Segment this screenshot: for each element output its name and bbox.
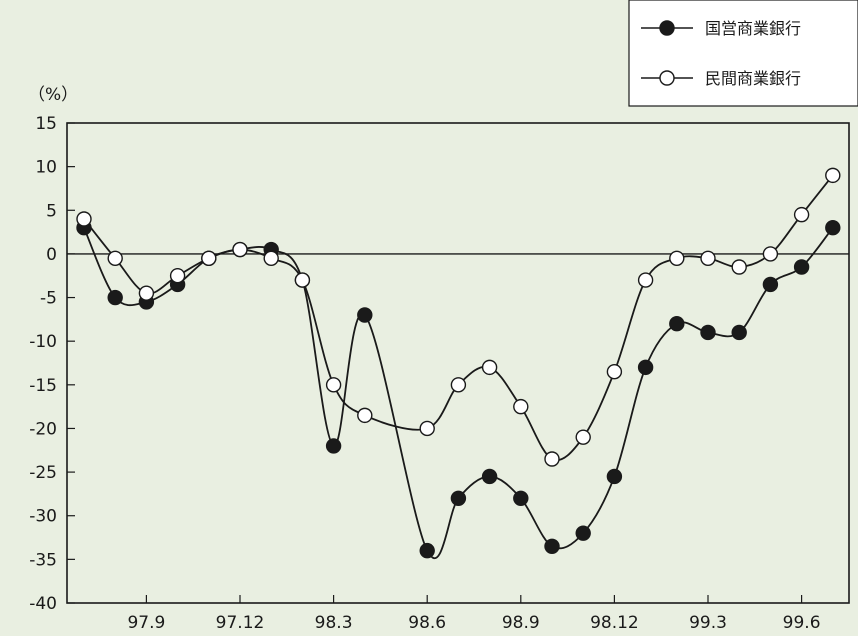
series-1-point: [544, 451, 560, 467]
y-tick-label: -20: [29, 419, 57, 439]
series-1-point: [107, 250, 123, 266]
series-1-point: [762, 246, 779, 262]
series-1-point: [169, 268, 186, 284]
y-tick-label: -5: [40, 289, 57, 309]
series-0-point: [107, 289, 123, 306]
legend: 国営商業銀行 民間商業銀行: [628, 0, 858, 107]
plot-frame: [66, 122, 850, 604]
y-tick-label: -40: [29, 594, 57, 614]
x-tick-label: 99.6: [783, 613, 821, 633]
series-1-point: [731, 259, 747, 275]
series-1-point: [76, 211, 92, 227]
series-1-point: [419, 420, 435, 437]
legend-label-state: 国営商業銀行: [705, 19, 801, 38]
series-1-point: [700, 250, 716, 266]
series-1-point: [606, 364, 623, 380]
y-tick-label: 15: [35, 114, 57, 134]
series-1-point: [575, 429, 591, 445]
series-0-point: [481, 468, 498, 485]
y-tick-label: -35: [29, 550, 57, 570]
x-tick-label: 98.3: [315, 613, 353, 633]
series-line-1: [83, 174, 834, 462]
series-0-point: [419, 542, 435, 559]
y-tick-label: -30: [29, 507, 57, 527]
y-tick-label: -25: [29, 463, 57, 483]
series-0-point: [793, 259, 810, 275]
x-tick-label: 97.12: [216, 613, 265, 633]
series-1-point: [450, 377, 467, 393]
legend-label-private: 民間商業銀行: [705, 69, 801, 88]
legend-marker-private: [659, 70, 675, 86]
y-axis: 15 10 5 0 -5 -10 -15 -20 -25 -30 -35 -40: [29, 114, 75, 614]
y-tick-label: 10: [35, 158, 57, 178]
series-1-point: [325, 377, 342, 393]
series-line-0: [83, 227, 834, 560]
y-axis-unit: （%）: [28, 85, 78, 105]
series-1-point: [138, 285, 155, 301]
series-0-point: [357, 307, 373, 323]
x-tick-label: 98.9: [502, 613, 540, 633]
series-1-point: [513, 398, 529, 415]
legend-marker-state: [659, 20, 675, 36]
x-tick-label: 98.12: [590, 613, 639, 633]
series-0-point: [762, 276, 779, 293]
series-1-point: [294, 272, 311, 288]
series-0-point: [544, 538, 560, 554]
y-tick-label: -10: [29, 332, 57, 352]
series-1-point: [201, 250, 217, 266]
legend-box: [628, 0, 858, 107]
series-1-point: [357, 407, 373, 424]
y-tick-label: 5: [46, 201, 57, 221]
series-0-point: [450, 490, 467, 506]
series-0-point: [669, 316, 685, 332]
y-tick-label: -15: [29, 376, 57, 396]
series-layer: [76, 167, 841, 560]
series-0-point: [575, 525, 591, 541]
series-1-point: [637, 272, 654, 288]
x-tick-label: 98.6: [408, 613, 446, 633]
series-1-point: [793, 206, 810, 223]
x-tick-label: 97.9: [127, 613, 165, 633]
x-tick-label: 99.3: [689, 613, 727, 633]
series-1-point: [825, 167, 841, 184]
series-0-point: [731, 324, 747, 341]
y-tick-label: 0: [46, 245, 57, 265]
series-1-point: [481, 359, 498, 376]
series-0-point: [700, 324, 716, 341]
series-1-point: [232, 241, 248, 258]
series-1-point: [263, 250, 279, 266]
series-0-point: [606, 468, 623, 485]
series-0-point: [513, 490, 529, 506]
series-1-point: [669, 250, 685, 266]
x-axis: 97.9 97.12 98.3 98.6 98.9 98.12 99.3 99.6: [127, 595, 821, 633]
series-0-point: [325, 438, 342, 454]
series-0-point: [825, 220, 841, 236]
series-0-point: [637, 359, 654, 376]
